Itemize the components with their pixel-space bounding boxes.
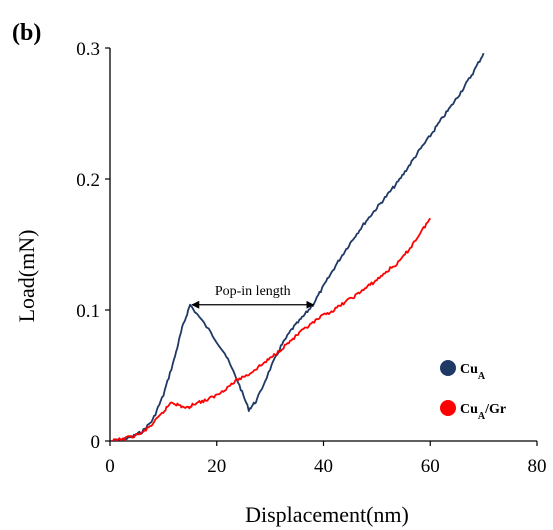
y-tick-label: 0 <box>91 432 101 453</box>
x-tick-label: 60 <box>421 456 440 477</box>
series-line-cua <box>112 52 485 442</box>
y-tick-label: 0.1 <box>76 301 100 322</box>
pop-in-label: Pop-in length <box>215 284 291 299</box>
x-tick-label: 0 <box>105 456 115 477</box>
legend: CuA CuA/Gr <box>440 360 506 422</box>
x-tick-label: 20 <box>207 456 226 477</box>
x-axis-label: Displacement(nm) <box>245 502 409 527</box>
x-tick-label: 40 <box>314 456 333 477</box>
legend-marker-cua <box>440 360 456 376</box>
legend-label-cua: CuA <box>460 362 486 382</box>
tick-labels: 0 20 40 60 80 0 0.1 0.2 0.3 <box>76 39 546 477</box>
annotations: Pop-in length <box>191 284 315 309</box>
y-tick-label: 0.2 <box>76 170 100 191</box>
series-line-cua-gr <box>112 217 432 442</box>
x-tick-label: 80 <box>528 456 547 477</box>
series-group <box>112 52 485 442</box>
legend-marker-cua-gr <box>440 400 456 416</box>
y-tick-label: 0.3 <box>76 39 100 60</box>
axes <box>105 47 538 446</box>
panel-label: (b) <box>12 20 41 46</box>
legend-label-cua-gr: CuA/Gr <box>460 402 506 422</box>
y-axis-label: Load(mN) <box>14 230 39 323</box>
